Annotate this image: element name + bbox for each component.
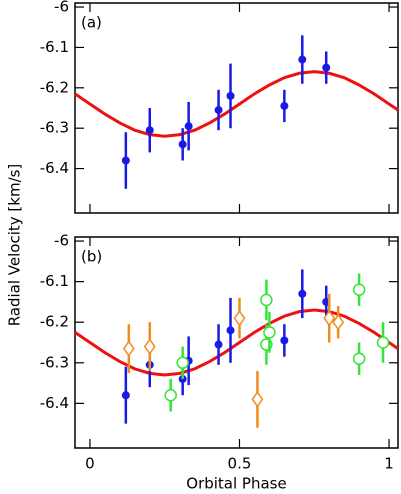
- data-point: [280, 101, 289, 110]
- panel-label: (a): [81, 14, 102, 32]
- y-tick-label: -6.2: [40, 313, 69, 331]
- y-tick-label: -6.1: [40, 38, 69, 56]
- data-point: [178, 140, 187, 149]
- panel-label: (b): [81, 248, 102, 266]
- plot-frame: [74, 2, 399, 214]
- data-point: [332, 313, 345, 331]
- data-point: [226, 326, 235, 335]
- data-point: [143, 338, 156, 355]
- data-point: [214, 106, 223, 115]
- y-axis-label: Radial Velocity [km/s]: [6, 164, 24, 327]
- data-point: [121, 156, 130, 165]
- data-point: [164, 389, 177, 402]
- data-point: [121, 391, 130, 400]
- data-point: [176, 356, 189, 370]
- data-point: [145, 126, 154, 135]
- data-point: [251, 391, 264, 408]
- y-tick-label: -6: [54, 232, 69, 250]
- x-tick-label: 0.5: [228, 455, 252, 473]
- y-tick-label: -6.3: [40, 119, 69, 137]
- x-axis-label: Orbital Phase: [186, 475, 286, 493]
- x-tick-label: 1: [384, 455, 394, 473]
- data-point: [352, 283, 366, 296]
- y-tick-label: -6.4: [40, 159, 69, 177]
- y-tick-label: -6: [54, 0, 69, 16]
- data-point: [298, 289, 307, 298]
- data-point: [322, 63, 331, 72]
- data-point: [184, 122, 193, 131]
- data-point: [122, 340, 135, 357]
- y-tick-label: -6.3: [40, 353, 69, 371]
- data-point: [280, 336, 289, 345]
- data-point: [263, 326, 276, 339]
- plot-frame: [74, 236, 399, 449]
- y-tick-label: -6.2: [40, 78, 69, 96]
- data-point: [376, 336, 390, 349]
- data-point: [260, 293, 273, 307]
- data-point: [323, 309, 336, 327]
- x-tick-label: 0: [85, 455, 95, 473]
- data-point: [298, 55, 307, 64]
- y-tick-label: -6.1: [40, 272, 69, 290]
- y-tick-label: -6.4: [40, 394, 69, 412]
- data-point: [233, 309, 246, 327]
- model-curve: [74, 70, 399, 138]
- data-point: [214, 340, 223, 349]
- data-point: [226, 91, 235, 100]
- data-point: [352, 352, 366, 365]
